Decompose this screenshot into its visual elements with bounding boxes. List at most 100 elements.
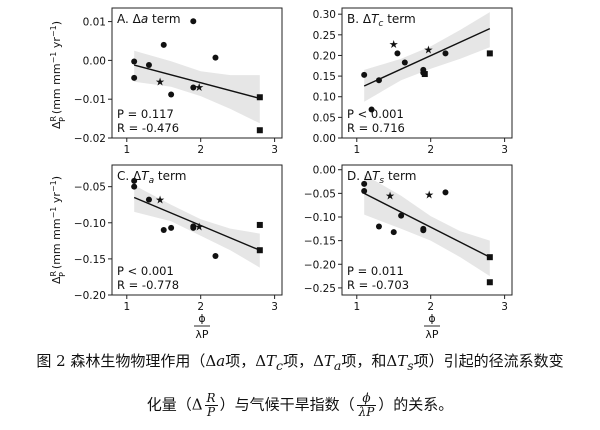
axes-frame: [111, 164, 283, 296]
data-point-circle: [401, 59, 408, 66]
svg-text:λP: λP: [425, 328, 439, 341]
data-point-circle: [375, 77, 382, 84]
data-point-star: ★: [424, 188, 434, 201]
panel-C: −0.20 −0.15 −0.10 −0.05 1 2 3 ★ ★ C. ΔTa term P < …: [74, 164, 283, 313]
svg-text:ϕ: ϕ: [428, 312, 435, 325]
data-point-circle: [361, 71, 368, 78]
data-point-circle: [212, 54, 219, 61]
x-tick-label: 2: [197, 301, 204, 313]
x-tick-label: 3: [271, 144, 278, 156]
svg-text:ϕ: ϕ: [198, 312, 205, 325]
y-tick-label: −0.10: [304, 212, 336, 224]
stat-text: P = 0.011: [347, 264, 404, 278]
x-tick-label: 3: [501, 301, 508, 313]
data-point-circle: [190, 18, 197, 25]
data-point-square: [256, 247, 263, 254]
figure-caption-line2: 化量（Δ R P ）与气候干旱指数（ ϕ λP ）的关系。: [146, 391, 454, 419]
figure-caption-line1: 图 2 森林生物物理作用（Δa项，ΔTc项，ΔTa项，和ΔTs项）引起的径流系数…: [36, 352, 564, 373]
y-tick-label: −0.02: [74, 133, 106, 145]
data-point-square: [486, 279, 493, 286]
panel-title: A. Δa term: [117, 12, 181, 26]
regression-line: [363, 27, 491, 87]
data-point-circle: [131, 183, 138, 190]
data-point-circle: [131, 74, 138, 81]
data-point-star: ★: [194, 81, 204, 94]
svg-text:ΔRP(mm mm−1 yr−1): ΔRP(mm mm−1 yr−1): [49, 176, 67, 284]
data-point-star: ★: [155, 76, 165, 89]
x-tick-label: 3: [271, 301, 278, 313]
y-axis-label-top: ΔRP(mm mm−1 yr−1): [49, 21, 67, 129]
data-point-circle: [160, 41, 167, 48]
confidence-band: [134, 50, 260, 124]
panels: −0.02 −0.01 0.00 0.01 1 2 3 ★ ★ A. Δa term P = 0.1…: [74, 7, 513, 313]
panel-title: D. ΔTs term: [347, 169, 416, 186]
y-tick-label: −0.05: [74, 182, 106, 194]
data-point-circle: [442, 189, 449, 196]
y-tick-label: −0.25: [304, 283, 336, 295]
stat-text: R = -0.476: [117, 121, 179, 135]
y-tick-label: 0.05: [313, 112, 336, 124]
data-point-square: [256, 221, 263, 228]
y-tick-label: −0.15: [304, 236, 336, 248]
data-point-star: ★: [155, 194, 165, 207]
data-point-circle: [160, 227, 167, 233]
data-point-circle: [190, 84, 197, 91]
data-point-circle: [368, 106, 375, 113]
regression-line: [133, 196, 261, 251]
panel-D: −0.25 −0.20 −0.15 −0.10 −0.05 0.00 1 2 3 ★ ★ D. ΔTs…: [304, 164, 513, 313]
data-point-circle: [442, 50, 449, 57]
data-point-star: ★: [194, 220, 204, 233]
data-point-square: [256, 127, 263, 134]
y-tick-label: 0.30: [313, 9, 336, 21]
y-tick-label: 0.00: [313, 133, 336, 145]
figure: −0.02 −0.01 0.00 0.01 1 2 3 ★ ★ A. Δa term P = 0.1…: [49, 7, 513, 341]
confidence-band: [134, 185, 260, 268]
regression-line: [363, 192, 491, 258]
panel-A: −0.02 −0.01 0.00 0.01 1 2 3 ★ ★ A. Δa term P = 0.1…: [74, 7, 283, 156]
x-tick-label: 1: [353, 144, 360, 156]
x-tick-label: 3: [501, 144, 508, 156]
data-point-circle: [361, 188, 368, 194]
stat-text: R = -0.703: [347, 278, 409, 292]
data-point-star: ★: [389, 38, 399, 51]
data-point-circle: [390, 229, 397, 236]
x-axis-label-left: ϕ λP: [194, 312, 210, 341]
y-tick-label: −0.20: [74, 290, 106, 302]
axes-frame: [341, 164, 513, 296]
data-point-circle: [168, 91, 175, 98]
x-tick-label: 2: [197, 144, 204, 156]
axes-frame: [111, 7, 283, 139]
y-tick-label: 0.25: [313, 30, 336, 42]
x-tick-label: 1: [353, 301, 360, 313]
data-point-circle: [131, 177, 138, 184]
stat-text: R = 0.716: [347, 121, 405, 135]
caption-fraction-phi-lambdap: ϕ λP: [356, 391, 377, 419]
y-axis-label-bottom: ΔRP(mm mm−1 yr−1): [49, 176, 67, 284]
x-tick-label: 2: [427, 144, 434, 156]
y-tick-label: −0.05: [304, 188, 336, 200]
data-point-circle: [145, 62, 152, 69]
y-tick-label: −0.20: [304, 259, 336, 271]
panel-title: B. ΔTc term: [347, 12, 416, 29]
stat-text: R = -0.778: [117, 278, 179, 292]
data-point-star: ★: [424, 43, 434, 56]
svg-text:λP: λP: [195, 328, 209, 341]
y-tick-label: 0.15: [313, 71, 336, 83]
x-tick-label: 1: [123, 144, 130, 156]
data-point-square: [486, 50, 493, 57]
y-tick-label: 0.00: [83, 55, 106, 67]
stat-text: P = 0.117: [117, 107, 174, 121]
data-point-circle: [168, 224, 175, 231]
data-point-square: [421, 71, 428, 78]
y-tick-label: 0.01: [83, 17, 106, 29]
panel-title: C. ΔTa term: [117, 169, 186, 186]
data-point-circle: [398, 212, 405, 219]
data-point-circle: [420, 227, 427, 234]
data-point-circle: [190, 224, 197, 231]
y-tick-label: −0.15: [74, 254, 106, 266]
x-axis-label-right: ϕ λP: [424, 312, 440, 341]
data-point-square: [486, 254, 493, 261]
y-tick-label: −0.10: [74, 218, 106, 230]
y-tick-label: 0.10: [313, 92, 336, 104]
